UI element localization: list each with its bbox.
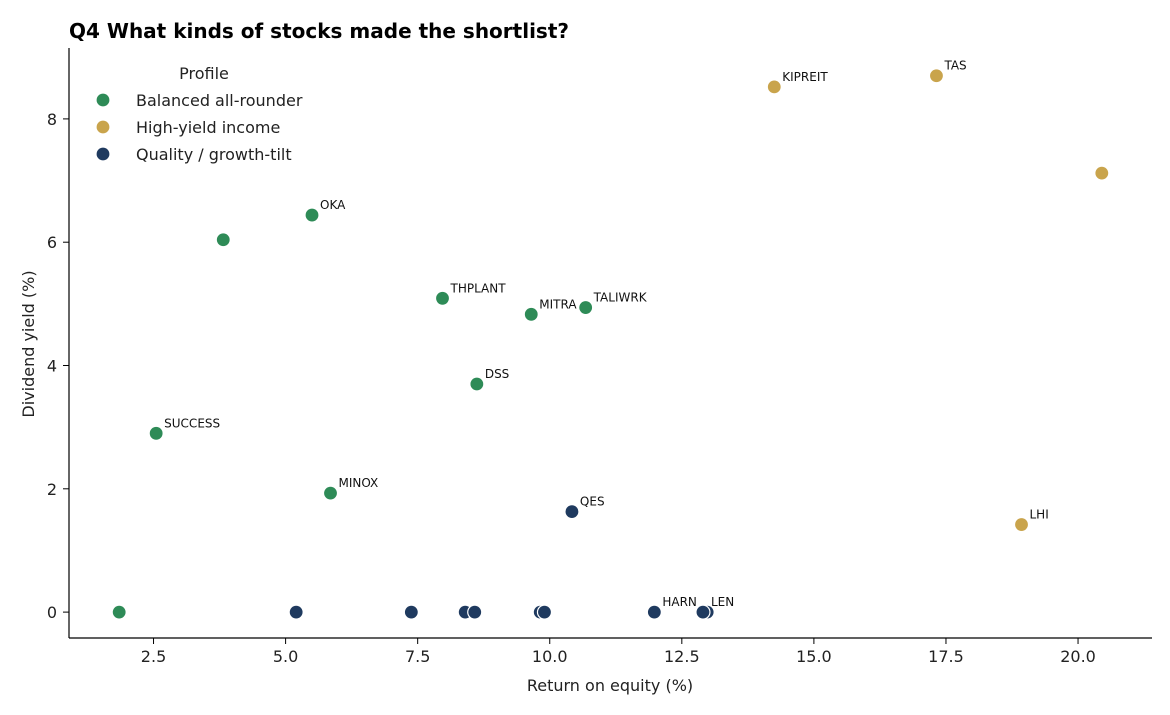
legend-label: Quality / growth-tilt [136,145,292,164]
data-point [288,604,304,620]
y-tick-label: 0 [47,603,57,622]
data-point [646,604,662,620]
data-point-label: THPLANT [450,281,507,295]
data-point-label: QES [580,495,605,509]
data-point-label: KIPREIT [782,70,828,84]
legend-items: Balanced all-rounder High-yield income Qua… [95,91,303,164]
data-point-label: DSS [485,367,509,381]
data-point [766,79,782,95]
x-tick-label: 17.5 [928,647,964,666]
x-tick-label: 10.0 [532,647,568,666]
legend-label: High-yield income [136,118,280,137]
x-tick-label: 15.0 [796,647,832,666]
data-point [304,207,320,223]
data-point [578,299,594,316]
data-point [467,604,483,620]
data-point [536,604,553,620]
data-point [434,290,451,306]
x-tick-label: 7.5 [405,647,430,666]
chart-title: Q4 What kinds of stocks made the shortli… [69,19,569,43]
legend-marker [95,146,111,162]
data-point-label: HARN [662,595,697,609]
data-point-label: TAS [943,59,966,73]
legend-title: Profile [179,64,229,83]
data-point [469,376,485,392]
data-point-label: MINOX [339,476,379,490]
data-point-label: LHI [1030,508,1049,522]
y-tick-label: 4 [47,357,57,376]
legend-marker [95,92,111,108]
legend: Profile Balanced all-rounder High-yield i… [95,64,303,164]
data-point [928,68,945,84]
data-point [148,425,164,441]
y-ticks: 0 2 4 6 8 [47,110,69,622]
legend-marker [95,119,111,135]
data-point-label: OKA [320,198,346,212]
x-ticks: 2.5 5.0 7.5 10.0 12.5 15.0 17.5 20.0 [141,638,1096,666]
x-tick-label: 20.0 [1060,647,1096,666]
data-point [1013,516,1030,533]
data-point [322,485,339,501]
x-tick-label: 2.5 [141,647,166,666]
x-tick-label: 5.0 [273,647,298,666]
data-point-label: TALIWRK [593,291,648,305]
data-point [564,504,580,520]
data-points [111,68,1110,620]
data-point-label: LEN [711,595,734,609]
y-tick-label: 2 [47,480,57,499]
data-point [1094,165,1110,181]
data-point [695,604,711,620]
data-point [215,232,231,248]
data-point-label: SUCCESS [164,416,220,430]
x-tick-label: 12.5 [664,647,700,666]
data-point [523,306,539,322]
data-point [403,604,419,620]
y-axis-label: Dividend yield (%) [19,270,38,417]
x-axis-label: Return on equity (%) [527,676,693,695]
data-point [111,604,127,620]
y-tick-label: 8 [47,110,57,129]
axes [68,48,1152,639]
data-point-label: MITRA [539,297,577,311]
y-tick-label: 6 [47,233,57,252]
legend-label: Balanced all-rounder [136,91,303,110]
data-point-labels: SUCCESS OKA MINOX THPLANT DSS MITRA TALIWRK KIP… [164,59,1049,609]
